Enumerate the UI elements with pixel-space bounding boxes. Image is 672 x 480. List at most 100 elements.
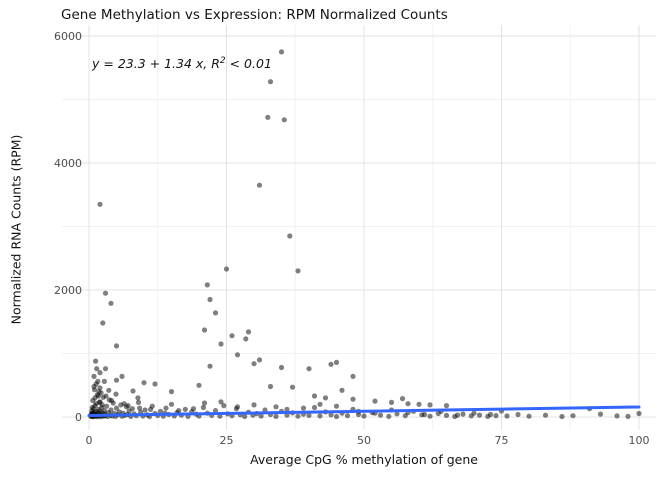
grid-minor-layer bbox=[62, 25, 656, 430]
data-point bbox=[221, 403, 227, 409]
data-point bbox=[200, 404, 206, 411]
data-point bbox=[421, 411, 428, 418]
data-point bbox=[91, 373, 97, 379]
data-point bbox=[148, 406, 154, 412]
x-axis-label: Average CpG % methylation of gene bbox=[250, 452, 478, 467]
data-point bbox=[287, 233, 293, 239]
data-point bbox=[100, 320, 106, 326]
svg-text:y = 23.3 + 1.34 x, R2 < 0.01: y = 23.3 + 1.34 x, R2 < 0.01 bbox=[91, 56, 272, 71]
data-point bbox=[267, 79, 274, 85]
data-point bbox=[101, 378, 107, 384]
data-point bbox=[493, 413, 499, 419]
chart-title: Gene Methylation vs Expression: RPM Norm… bbox=[61, 7, 448, 23]
data-point bbox=[289, 384, 296, 390]
data-point bbox=[278, 364, 285, 371]
data-point bbox=[113, 405, 120, 411]
data-point bbox=[190, 406, 197, 412]
data-point bbox=[97, 201, 103, 207]
data-point bbox=[278, 49, 285, 55]
data-point bbox=[119, 373, 125, 379]
svg-text:0: 0 bbox=[75, 411, 82, 424]
data-point bbox=[218, 341, 224, 347]
svg-text:4000: 4000 bbox=[54, 157, 82, 170]
data-point bbox=[201, 400, 208, 406]
data-point bbox=[103, 393, 109, 399]
data-point bbox=[207, 296, 213, 303]
data-point bbox=[515, 411, 521, 418]
y-tick-labels: 0 2000 4000 6000 bbox=[54, 30, 82, 424]
data-point bbox=[142, 407, 148, 413]
data-point bbox=[311, 393, 318, 399]
points-layer bbox=[88, 49, 642, 420]
data-point bbox=[388, 399, 395, 405]
data-point bbox=[234, 404, 241, 410]
data-point bbox=[152, 381, 158, 387]
data-point bbox=[267, 383, 274, 390]
data-point bbox=[625, 413, 631, 419]
data-point bbox=[129, 406, 135, 412]
data-point bbox=[443, 403, 450, 409]
data-point bbox=[405, 401, 411, 407]
data-point bbox=[135, 399, 142, 405]
data-point bbox=[377, 412, 384, 418]
data-point bbox=[328, 412, 334, 418]
data-point bbox=[130, 388, 136, 394]
data-point bbox=[443, 412, 450, 418]
data-point bbox=[471, 410, 477, 416]
data-point bbox=[454, 412, 461, 418]
data-point bbox=[361, 413, 367, 419]
data-point bbox=[386, 413, 392, 419]
data-point bbox=[328, 361, 334, 367]
y-axis-label: Normalized RNA Counts (RPM) bbox=[8, 134, 24, 325]
data-point bbox=[300, 405, 307, 411]
data-point bbox=[350, 396, 356, 402]
data-point bbox=[242, 413, 248, 420]
regression-line bbox=[87, 405, 641, 418]
svg-text:0: 0 bbox=[86, 434, 93, 447]
x-tick-labels: 0 25 50 75 100 bbox=[86, 434, 650, 447]
data-point bbox=[295, 268, 301, 274]
data-point bbox=[460, 411, 466, 417]
data-point bbox=[636, 410, 642, 417]
data-point bbox=[106, 387, 112, 393]
svg-text:6000: 6000 bbox=[54, 30, 82, 43]
data-point bbox=[339, 387, 345, 393]
data-point bbox=[201, 327, 208, 333]
data-point bbox=[333, 359, 340, 365]
svg-text:25: 25 bbox=[220, 434, 234, 447]
equation-annotation: y = 23.3 + 1.34 x, R2 < 0.01 bbox=[91, 56, 272, 71]
data-point bbox=[243, 336, 249, 342]
data-point bbox=[306, 366, 312, 372]
data-point bbox=[94, 366, 100, 372]
data-point bbox=[93, 381, 99, 387]
data-point bbox=[273, 413, 279, 419]
data-point bbox=[311, 404, 318, 411]
data-point bbox=[344, 413, 351, 419]
svg-text:100: 100 bbox=[629, 434, 650, 447]
data-point bbox=[157, 408, 164, 414]
data-point bbox=[306, 412, 312, 418]
data-point bbox=[256, 357, 263, 363]
data-point bbox=[251, 361, 257, 367]
data-point bbox=[137, 405, 143, 411]
data-point bbox=[427, 413, 433, 419]
data-point bbox=[104, 403, 110, 409]
data-point bbox=[399, 396, 406, 402]
svg-text:75: 75 bbox=[495, 434, 509, 447]
data-point bbox=[102, 366, 109, 372]
data-point bbox=[168, 401, 175, 407]
data-point bbox=[333, 413, 340, 420]
data-point bbox=[204, 282, 210, 288]
data-point bbox=[163, 405, 169, 411]
data-point bbox=[229, 333, 235, 339]
data-point bbox=[223, 266, 230, 272]
data-point bbox=[93, 358, 99, 364]
data-point bbox=[97, 370, 103, 376]
data-point bbox=[245, 329, 252, 335]
data-point bbox=[295, 413, 301, 419]
data-point bbox=[218, 399, 224, 405]
data-point bbox=[476, 412, 483, 418]
data-point bbox=[125, 403, 131, 409]
data-point bbox=[102, 290, 109, 296]
